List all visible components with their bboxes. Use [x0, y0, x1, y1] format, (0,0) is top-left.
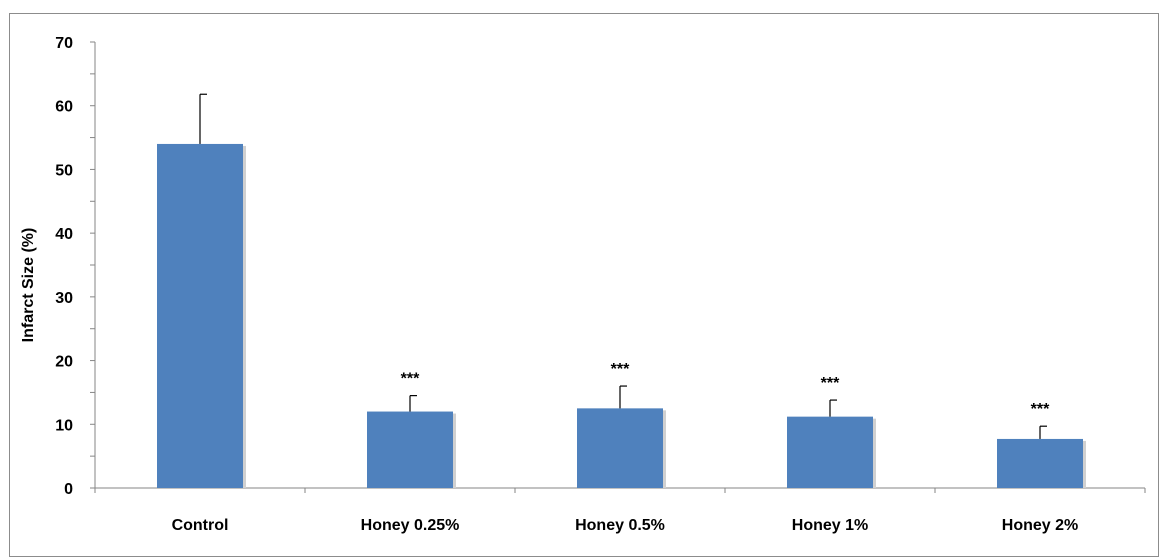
y-axis-label: Infarct Size (%): [20, 228, 37, 343]
y-tick-label: 20: [55, 354, 73, 371]
significance-marker: ***: [401, 371, 420, 388]
significance-marker: ***: [1031, 401, 1050, 418]
x-tick-label: Honey 0.5%: [575, 517, 665, 534]
significance-marker: ***: [821, 375, 840, 392]
y-tick-label: 30: [55, 290, 73, 307]
x-tick-label: Honey 1%: [792, 517, 868, 534]
y-tick-label: 50: [55, 162, 73, 179]
bar-honey-0-25-: [367, 411, 453, 488]
y-tick-label: 0: [64, 481, 73, 498]
x-tick-label: Control: [172, 517, 229, 534]
x-tick-label: Honey 2%: [1002, 517, 1078, 534]
y-tick-label: 60: [55, 99, 73, 116]
y-tick-label: 70: [55, 35, 73, 52]
labels: 0 10 20 30 40 50 60 70 Infarct Size (%) Control **…: [20, 35, 1078, 534]
bar-control: [157, 143, 243, 488]
x-tick-label: Honey 0.25%: [361, 517, 460, 534]
bar-honey-0-5-: [577, 408, 663, 488]
y-tick-label: 40: [55, 226, 73, 243]
y-tick-label: 10: [55, 417, 73, 434]
bar-honey-2-: [997, 438, 1083, 488]
bar-honey-1-: [787, 416, 873, 488]
bars: [157, 143, 1086, 488]
significance-marker: ***: [611, 361, 630, 378]
error-bars: [199, 93, 1047, 439]
